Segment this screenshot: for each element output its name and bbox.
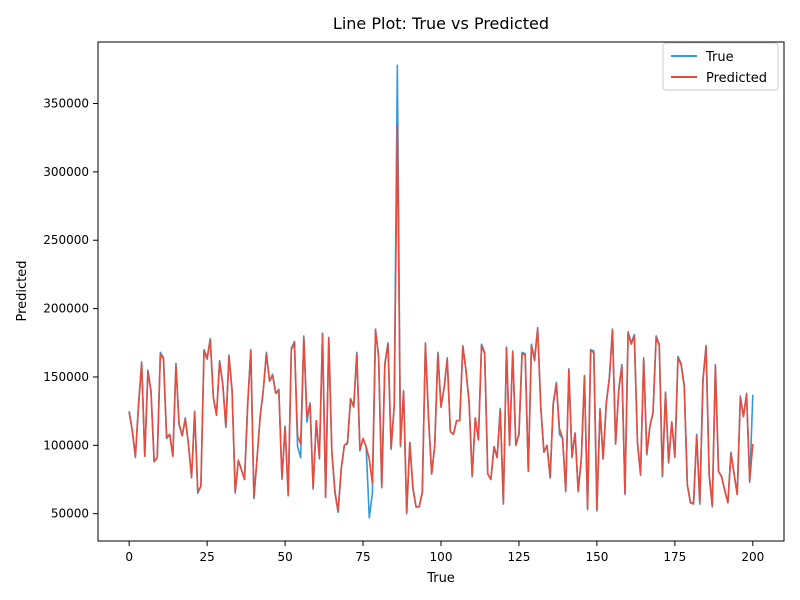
- x-axis-label: True: [426, 571, 455, 586]
- legend: True Predicted: [662, 42, 779, 91]
- plot-lines: [128, 64, 754, 519]
- x-tick-label: 150: [585, 550, 608, 564]
- y-axis-label: Predicted: [15, 260, 30, 321]
- y-tick-label: 100000: [43, 438, 89, 452]
- x-tick-label: 200: [741, 550, 764, 564]
- y-tick-label: 250000: [43, 233, 89, 247]
- y-tick-label: 50000: [51, 507, 89, 521]
- chart-title: Line Plot: True vs Predicted: [333, 14, 549, 33]
- y-tick-label: 300000: [43, 165, 89, 179]
- x-tick-label: 25: [199, 550, 214, 564]
- x-tick-label: 75: [355, 550, 370, 564]
- x-tick-label: 175: [663, 550, 686, 564]
- x-axis: 0 25 50 75 100 125 150 175 200: [125, 541, 764, 564]
- x-tick-label: 0: [125, 550, 133, 564]
- x-tick-label: 100: [430, 550, 453, 564]
- legend-box: [662, 42, 779, 91]
- series-line-predicted: [128, 124, 754, 514]
- legend-label-true: True: [705, 50, 734, 65]
- y-axis: 50000 100000 150000 200000 250000 300000 35000…: [43, 97, 98, 521]
- legend-label-predicted: Predicted: [706, 71, 767, 86]
- y-tick-label: 150000: [43, 370, 89, 384]
- x-tick-label: 125: [508, 550, 531, 564]
- y-tick-label: 350000: [43, 97, 89, 111]
- y-tick-label: 200000: [43, 302, 89, 316]
- x-tick-label: 50: [277, 550, 292, 564]
